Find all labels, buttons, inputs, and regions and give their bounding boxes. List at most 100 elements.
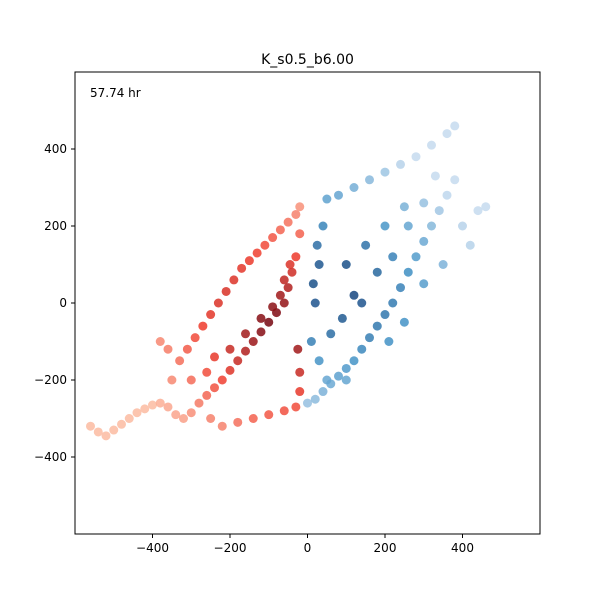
red-data-point bbox=[264, 317, 274, 327]
time-annotation: 57.74 hr bbox=[90, 86, 141, 100]
blue-data-point bbox=[399, 317, 409, 327]
red-data-point bbox=[256, 313, 266, 323]
red-data-point bbox=[291, 209, 301, 219]
red-data-point bbox=[198, 321, 208, 331]
red-data-point bbox=[140, 404, 150, 414]
red-data-point bbox=[202, 367, 212, 377]
red-data-point bbox=[260, 240, 270, 250]
red-data-point bbox=[279, 298, 289, 308]
y-axis: −400 −200 0 200 400 bbox=[34, 142, 75, 464]
red-data-point bbox=[93, 427, 103, 437]
red-data-point bbox=[275, 225, 285, 235]
blue-data-point bbox=[306, 337, 316, 346]
blue-data-point bbox=[403, 221, 413, 231]
red-data-point bbox=[291, 252, 301, 262]
red-data-point bbox=[182, 344, 192, 354]
red-data-point bbox=[229, 275, 239, 285]
scatter-points bbox=[86, 121, 491, 441]
x-tick-label: −200 bbox=[214, 541, 247, 555]
red-data-point bbox=[285, 260, 295, 269]
blue-data-point bbox=[310, 298, 320, 308]
red-data-point bbox=[117, 419, 126, 429]
blue-data-point bbox=[357, 298, 367, 308]
red-data-point bbox=[86, 421, 95, 431]
blue-data-point bbox=[380, 310, 390, 320]
blue-data-point bbox=[450, 175, 460, 185]
blue-data-point bbox=[419, 279, 429, 289]
red-data-point bbox=[295, 387, 305, 397]
red-data-point bbox=[244, 256, 254, 266]
blue-data-point bbox=[341, 375, 351, 385]
red-data-point bbox=[163, 402, 173, 412]
red-data-point bbox=[295, 202, 305, 212]
blue-data-point bbox=[314, 356, 324, 366]
blue-data-point bbox=[365, 333, 374, 343]
chart-title: K_s0.5_b6.00 bbox=[261, 52, 354, 68]
red-data-point bbox=[148, 400, 157, 410]
red-data-point bbox=[101, 431, 111, 441]
blue-data-point bbox=[380, 221, 390, 231]
red-data-point bbox=[241, 346, 250, 356]
y-tick-label: 0 bbox=[59, 296, 67, 310]
red-data-point bbox=[279, 406, 289, 416]
blue-data-point bbox=[430, 171, 440, 181]
blue-data-point bbox=[411, 152, 421, 162]
blue-data-point bbox=[312, 240, 322, 250]
red-data-point bbox=[268, 302, 278, 312]
red-data-point bbox=[295, 229, 305, 239]
blue-data-point bbox=[303, 398, 312, 408]
blue-data-point bbox=[337, 313, 347, 323]
blue-data-point bbox=[419, 198, 429, 208]
blue-data-point bbox=[396, 159, 405, 169]
blue-data-point bbox=[310, 394, 320, 404]
red-data-point bbox=[155, 337, 165, 346]
y-tick-label: 200 bbox=[44, 219, 67, 233]
blue-data-point bbox=[365, 175, 374, 185]
blue-data-point bbox=[450, 121, 460, 131]
blue-data-point bbox=[326, 329, 336, 339]
red-data-point bbox=[233, 417, 243, 427]
blue-data-point bbox=[411, 252, 421, 262]
blue-data-point bbox=[322, 375, 332, 385]
blue-data-point bbox=[349, 183, 359, 192]
red-data-point bbox=[171, 410, 181, 420]
blue-data-point bbox=[372, 267, 382, 277]
blue-data-point bbox=[396, 283, 405, 293]
blue-data-point bbox=[419, 236, 429, 246]
blue-data-point bbox=[434, 206, 444, 216]
y-tick-label: −200 bbox=[34, 373, 67, 387]
blue-data-point bbox=[308, 279, 318, 289]
red-data-point bbox=[295, 367, 305, 377]
red-data-point bbox=[175, 356, 185, 366]
blue-data-point bbox=[465, 240, 475, 250]
red-data-point bbox=[163, 344, 173, 354]
red-data-point bbox=[287, 267, 297, 277]
blue-data-point bbox=[399, 202, 409, 212]
red-data-point bbox=[124, 414, 134, 423]
red-data-point bbox=[279, 275, 289, 285]
red-data-point bbox=[210, 352, 219, 362]
blue-data-point bbox=[341, 363, 351, 373]
x-tick-label: 0 bbox=[304, 541, 312, 555]
blue-data-point bbox=[403, 267, 413, 277]
red-data-point bbox=[268, 233, 278, 243]
red-data-point bbox=[190, 333, 200, 343]
blue-data-point bbox=[334, 371, 343, 381]
blue-data-point bbox=[442, 129, 452, 139]
blue-data-point bbox=[388, 252, 398, 262]
blue-data-point bbox=[349, 290, 359, 300]
blue-data-point bbox=[357, 344, 367, 354]
red-data-point bbox=[109, 425, 119, 435]
blue-data-point bbox=[458, 221, 467, 231]
blue-data-point bbox=[318, 221, 328, 231]
blue-data-point bbox=[388, 298, 398, 308]
red-data-point bbox=[237, 263, 247, 273]
blue-data-point bbox=[380, 167, 390, 177]
red-data-point bbox=[221, 286, 231, 296]
red-data-point bbox=[252, 248, 262, 258]
red-data-point bbox=[132, 408, 142, 418]
blue-data-point bbox=[322, 194, 332, 204]
red-data-point bbox=[194, 398, 204, 408]
